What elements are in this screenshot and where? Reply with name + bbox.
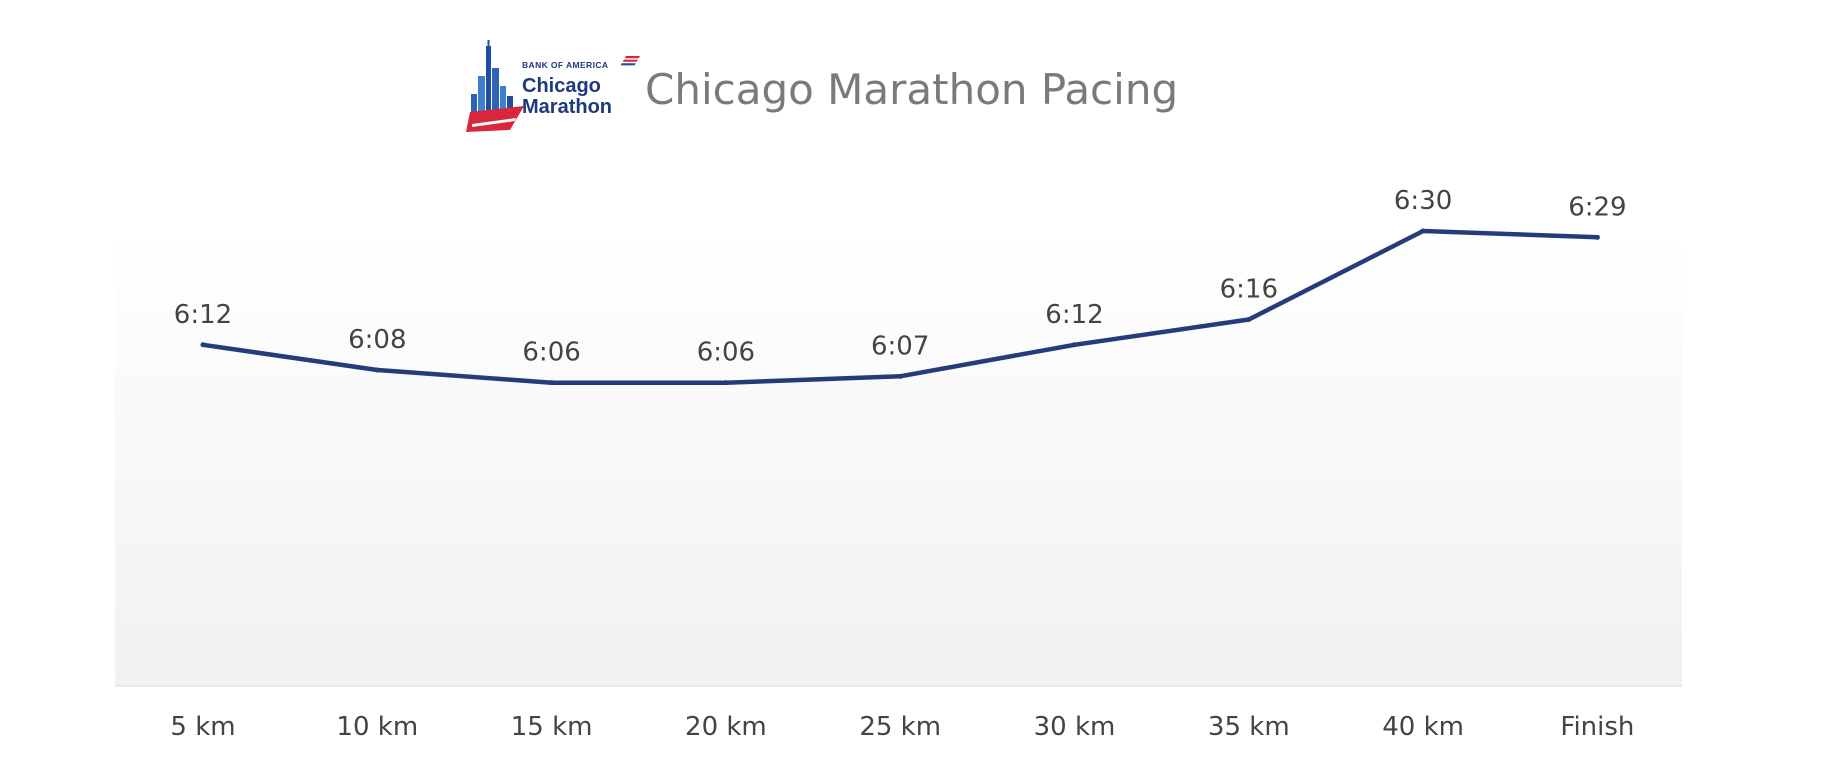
data-label: 6:12 — [174, 300, 232, 330]
data-label: 6:06 — [697, 338, 755, 368]
logo-sponsor-text: BANK OF AMERICA — [522, 60, 608, 70]
x-tick-label: 10 km — [336, 712, 418, 742]
x-tick-label: 40 km — [1382, 712, 1464, 742]
data-label: 6:08 — [348, 325, 406, 355]
data-point — [200, 342, 206, 348]
x-tick-label: Finish — [1560, 712, 1634, 742]
x-tick-label: 35 km — [1208, 712, 1290, 742]
data-point — [549, 380, 555, 386]
x-tick-label: 15 km — [511, 712, 593, 742]
logo-line-2: Marathon — [522, 96, 612, 118]
data-label: 6:06 — [522, 338, 580, 368]
chart-title: Chicago Marathon Pacing — [645, 65, 1178, 114]
data-label: 6:12 — [1045, 300, 1103, 330]
chicago-skyline-logo-icon: BANK OF AMERICA Chicago Marathon — [466, 40, 640, 132]
data-point — [897, 373, 903, 379]
data-point — [374, 367, 380, 373]
data-point — [723, 380, 729, 386]
data-point — [1420, 228, 1426, 234]
x-tick-label: 20 km — [685, 712, 767, 742]
x-tick-label: 5 km — [170, 712, 235, 742]
data-point — [1594, 234, 1600, 240]
data-label: 6:29 — [1568, 192, 1626, 222]
data-label: 6:16 — [1220, 274, 1278, 304]
logo-line-1: Chicago — [522, 75, 601, 97]
data-label: 6:07 — [871, 331, 929, 361]
data-point — [1072, 342, 1077, 348]
x-tick-label: 25 km — [859, 712, 941, 742]
x-tick-label: 30 km — [1034, 712, 1116, 742]
plot-area — [115, 232, 1682, 686]
data-point — [1246, 316, 1252, 322]
data-label: 6:30 — [1394, 186, 1452, 216]
